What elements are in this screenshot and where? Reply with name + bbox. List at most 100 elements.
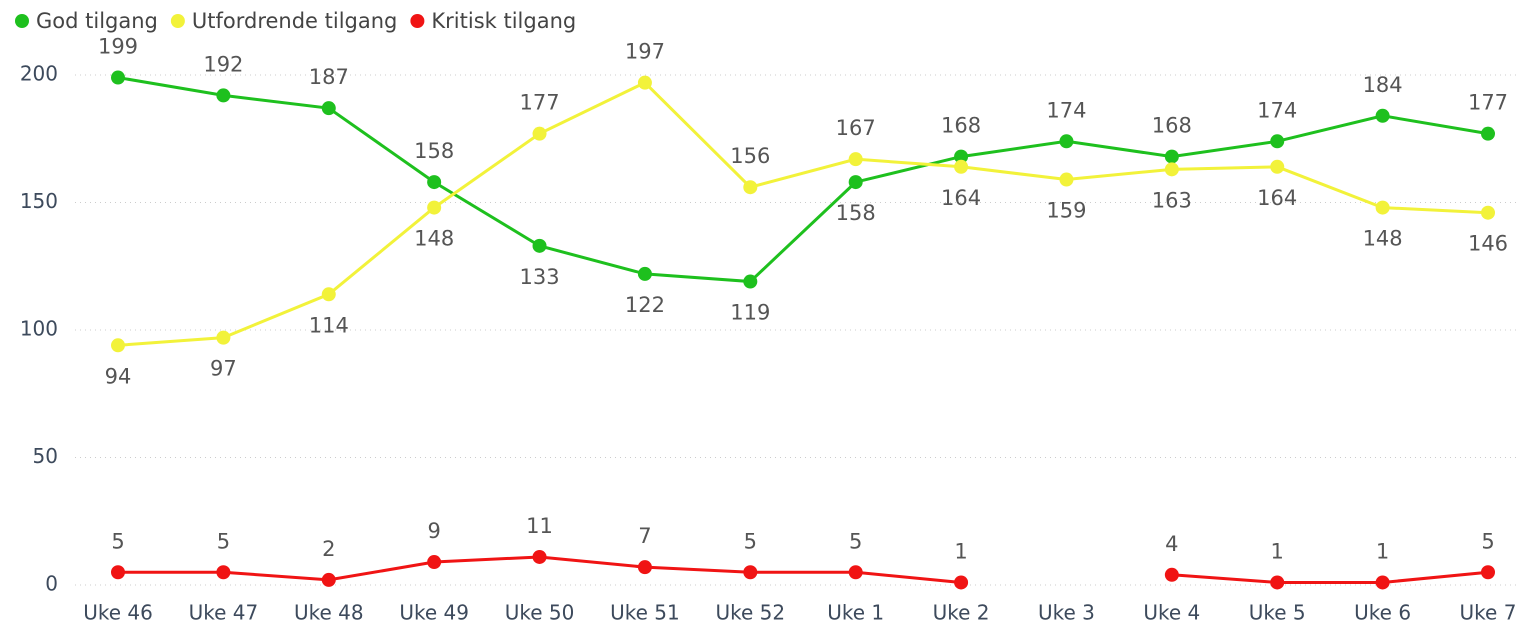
data-point bbox=[1375, 200, 1390, 215]
data-label: 148 bbox=[1363, 227, 1403, 251]
data-point bbox=[637, 75, 652, 90]
x-tick-label: Uke 4 bbox=[1143, 601, 1200, 625]
data-point bbox=[954, 159, 969, 174]
x-tick-label: Uke 1 bbox=[827, 601, 884, 625]
data-label: 192 bbox=[203, 52, 243, 76]
data-point bbox=[637, 560, 652, 575]
data-label: 119 bbox=[730, 301, 770, 325]
data-point bbox=[216, 330, 231, 345]
data-point bbox=[1270, 159, 1285, 174]
x-tick-label: Uke 50 bbox=[505, 601, 575, 625]
data-label: 1 bbox=[1271, 539, 1284, 563]
x-tick-label: Uke 48 bbox=[294, 601, 364, 625]
data-point bbox=[427, 175, 442, 190]
data-label: 2 bbox=[322, 537, 335, 561]
data-point bbox=[321, 287, 336, 302]
x-tick-label: Uke 52 bbox=[715, 601, 785, 625]
data-label: 148 bbox=[414, 227, 454, 251]
x-tick-label: Uke 47 bbox=[189, 601, 259, 625]
data-label: 199 bbox=[98, 35, 138, 59]
data-point bbox=[1164, 149, 1179, 164]
data-point bbox=[321, 572, 336, 587]
data-label: 174 bbox=[1046, 98, 1086, 122]
data-label: 1 bbox=[1376, 539, 1389, 563]
data-point bbox=[111, 565, 125, 580]
data-label: 11 bbox=[526, 514, 553, 538]
data-point bbox=[321, 101, 336, 116]
data-point bbox=[743, 565, 758, 580]
data-label: 9 bbox=[427, 519, 440, 543]
data-label: 164 bbox=[1257, 186, 1297, 210]
legend-marker bbox=[410, 14, 425, 28]
data-point bbox=[848, 565, 863, 580]
data-label: 174 bbox=[1257, 98, 1297, 122]
data-label: 187 bbox=[309, 65, 349, 89]
data-label: 158 bbox=[414, 139, 454, 163]
data-point bbox=[954, 575, 969, 590]
data-point bbox=[954, 149, 969, 164]
data-label: 5 bbox=[744, 529, 757, 553]
data-label: 122 bbox=[625, 293, 665, 317]
x-tick-label: Uke 2 bbox=[933, 601, 990, 625]
data-point bbox=[532, 549, 547, 564]
y-tick-label: 100 bbox=[20, 317, 58, 341]
data-label: 5 bbox=[217, 529, 230, 553]
data-point bbox=[216, 88, 231, 103]
data-label: 168 bbox=[941, 114, 981, 138]
data-point bbox=[532, 238, 547, 253]
data-point bbox=[1270, 134, 1285, 149]
data-point bbox=[1481, 126, 1495, 141]
data-label: 158 bbox=[836, 201, 876, 225]
data-label: 167 bbox=[836, 116, 876, 140]
x-tick-label: Uke 49 bbox=[399, 601, 469, 625]
legend-marker bbox=[15, 14, 29, 28]
data-label: 168 bbox=[1152, 114, 1192, 138]
data-point bbox=[216, 565, 231, 580]
x-tick-label: Uke 7 bbox=[1460, 601, 1517, 625]
x-tick-label: Uke 46 bbox=[83, 601, 153, 625]
legend-label: God tilgang bbox=[36, 9, 158, 33]
data-label: 177 bbox=[1468, 91, 1508, 115]
data-point bbox=[427, 200, 442, 215]
data-point bbox=[1059, 134, 1074, 149]
y-tick-label: 150 bbox=[20, 189, 58, 213]
x-tick-label: Uke 6 bbox=[1354, 601, 1411, 625]
data-point bbox=[1164, 567, 1179, 582]
data-label: 164 bbox=[941, 186, 981, 210]
data-point bbox=[1059, 172, 1074, 187]
data-point bbox=[848, 175, 863, 190]
data-point bbox=[637, 266, 652, 281]
data-point bbox=[1164, 162, 1179, 177]
data-point bbox=[532, 126, 547, 141]
data-label: 94 bbox=[105, 364, 132, 388]
data-label: 114 bbox=[309, 313, 349, 337]
data-label: 4 bbox=[1165, 532, 1178, 556]
data-point bbox=[848, 152, 863, 167]
y-tick-label: 0 bbox=[45, 572, 58, 596]
data-label: 7 bbox=[638, 524, 651, 548]
data-point bbox=[743, 180, 758, 195]
legend-label: Utfordrende tilgang bbox=[192, 9, 398, 33]
data-point bbox=[1375, 575, 1390, 590]
series-line bbox=[117, 80, 1489, 347]
y-tick-label: 200 bbox=[20, 62, 58, 86]
data-label: 184 bbox=[1363, 73, 1403, 97]
data-label: 97 bbox=[210, 357, 237, 381]
data-label: 5 bbox=[111, 529, 124, 553]
data-point bbox=[1481, 565, 1495, 580]
data-point bbox=[1375, 108, 1390, 123]
data-label: 5 bbox=[849, 529, 862, 553]
x-tick-label: Uke 3 bbox=[1038, 601, 1095, 625]
y-tick-label: 50 bbox=[33, 444, 58, 468]
data-label: 146 bbox=[1468, 232, 1508, 256]
data-point bbox=[743, 274, 758, 289]
x-tick-label: Uke 51 bbox=[610, 601, 680, 625]
data-point bbox=[1481, 205, 1495, 220]
x-tick-label: Uke 5 bbox=[1249, 601, 1306, 625]
series-line bbox=[117, 76, 1489, 284]
data-point bbox=[1270, 575, 1285, 590]
data-point bbox=[111, 338, 125, 353]
data-label: 156 bbox=[730, 144, 770, 168]
data-label: 1 bbox=[954, 539, 967, 563]
